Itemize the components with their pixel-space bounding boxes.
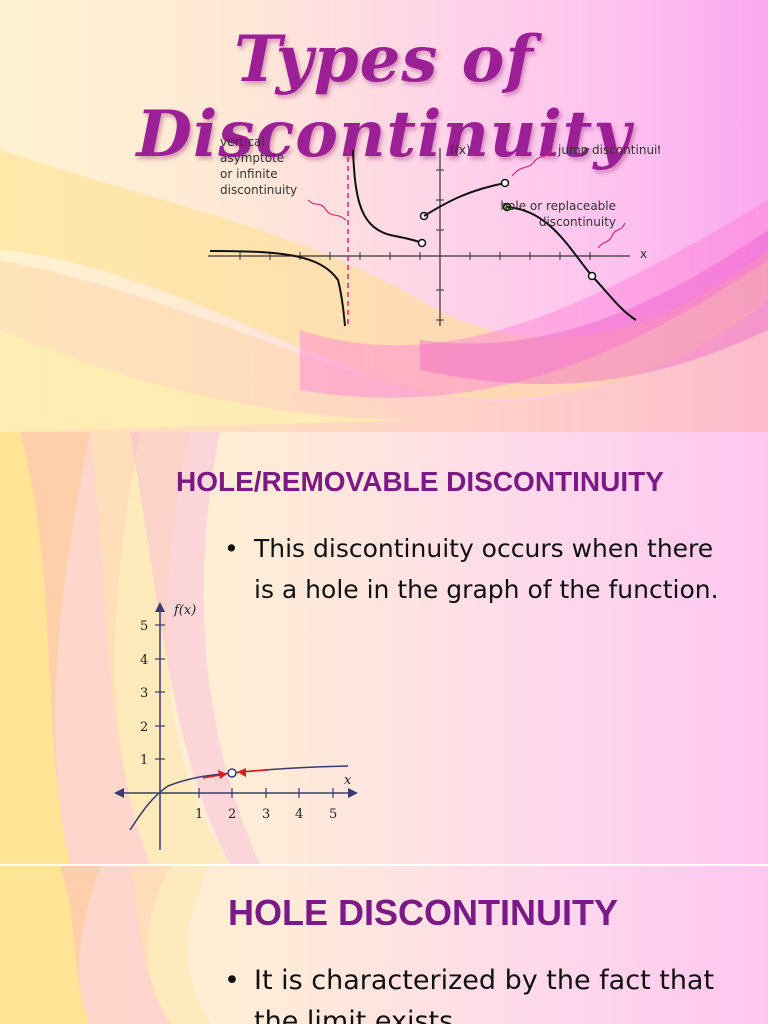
open-point — [417, 238, 427, 248]
swirl-background — [0, 866, 210, 1024]
label-asymptote: asymptote — [220, 151, 284, 165]
slide-1: Types of Discontinuity vertical asym — [0, 0, 768, 432]
x-tick-label: 2 — [228, 807, 236, 822]
bullet-icon: • — [224, 534, 239, 563]
axis-label-fx: f(x) — [173, 603, 196, 618]
open-point — [500, 178, 510, 188]
slide-title: Types of Discontinuity — [136, 22, 632, 172]
discontinuity-types-graph: vertical asymptote or infinite discontin… — [208, 135, 660, 327]
hole-point — [227, 768, 237, 778]
label-x: x — [640, 247, 647, 261]
bullet-point: • This discontinuity occurs when there i… — [224, 528, 734, 610]
y-tick-label: 4 — [140, 653, 148, 668]
label-jump: jump discontinuities — [557, 143, 660, 157]
bullet-icon: • — [224, 965, 240, 996]
left-arrow — [218, 770, 227, 779]
left-branch-curve — [209, 250, 346, 327]
label-fx: f(x) — [450, 143, 471, 157]
label-hole: hole or replaceable — [500, 199, 616, 213]
x-tick-label: 4 — [295, 807, 303, 822]
x-tick-label: 3 — [262, 807, 270, 822]
slide-2: HOLE/REMOVABLE DISCONTINUITY • This disc… — [0, 432, 768, 864]
label-or-infinite: or infinite — [220, 167, 278, 181]
slide-3: HOLE DISCONTINUITY • It is characterized… — [0, 866, 768, 1024]
label-vertical: vertical — [220, 135, 265, 149]
section-heading: HOLE/REMOVABLE DISCONTINUITY — [176, 466, 664, 497]
x-tick-label: 1 — [195, 807, 203, 822]
bullet-point: • It is characterized by the fact that t… — [224, 960, 754, 1024]
hole-curve — [506, 206, 637, 321]
label-hole-discontinuity: discontinuity — [539, 215, 616, 229]
hole-point — [587, 271, 597, 281]
right-branch-curve — [352, 149, 423, 244]
function-curve — [129, 765, 349, 831]
y-tick-label: 5 — [140, 619, 148, 634]
swirl-background — [0, 150, 768, 432]
y-tick-label: 3 — [140, 686, 148, 701]
axis-label-x: x — [344, 773, 352, 788]
label-discontinuity: discontinuity — [220, 183, 297, 197]
hole-function-graph: 5 4 3 2 1 1 2 3 4 5 f(x) x — [114, 602, 358, 850]
bullet-text: It is characterized by the fact that the… — [254, 965, 715, 1024]
jump-curve — [423, 182, 506, 217]
right-arrow — [237, 768, 246, 777]
x-tick-label: 5 — [329, 807, 337, 822]
y-tick-label: 1 — [140, 753, 148, 768]
bullet-text: This discontinuity occurs when there is … — [254, 534, 719, 604]
y-tick-label: 2 — [140, 720, 148, 735]
section-heading: HOLE DISCONTINUITY — [228, 892, 619, 933]
